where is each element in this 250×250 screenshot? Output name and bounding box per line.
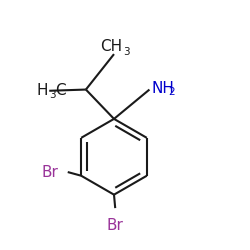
Text: 3: 3 (123, 46, 130, 56)
Text: Br: Br (107, 218, 124, 233)
Text: Br: Br (41, 164, 58, 180)
Text: NH: NH (152, 81, 175, 96)
Text: H: H (36, 83, 48, 98)
Text: 3: 3 (49, 90, 56, 100)
Text: CH: CH (100, 38, 122, 54)
Text: C: C (55, 83, 66, 98)
Text: 2: 2 (168, 88, 175, 98)
